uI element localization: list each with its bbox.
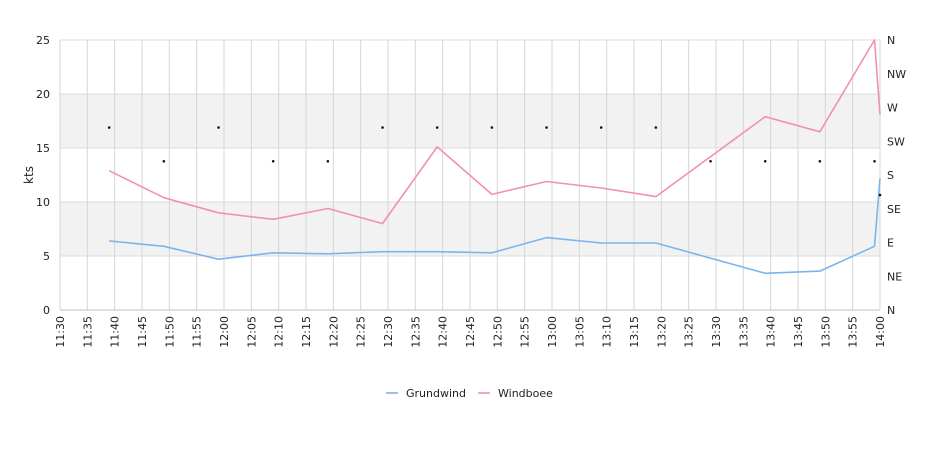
x-tick-label: 12:20 <box>327 316 340 348</box>
series-line-windboee <box>108 39 881 225</box>
y-tick-label: 15 <box>36 142 50 155</box>
x-tick-label: 13:00 <box>546 316 559 348</box>
y-tick-label: 10 <box>36 196 50 209</box>
x-tick-label: 11:55 <box>191 316 204 348</box>
x-tick-label: 13:15 <box>628 316 641 348</box>
x-tick-label: 11:45 <box>136 316 149 348</box>
direction-tick-label: N <box>887 34 895 47</box>
x-tick-label: 12:55 <box>519 316 532 348</box>
x-tick-label: 13:25 <box>683 316 696 348</box>
direction-tick-label: NE <box>887 270 902 283</box>
direction-tick-label: E <box>887 237 894 250</box>
legend-item-grundwind[interactable]: Grundwind <box>386 387 466 400</box>
y-tick-label: 5 <box>43 250 50 263</box>
y-tick-label: 20 <box>36 88 50 101</box>
series-layer <box>108 39 881 275</box>
y-tick-label: 0 <box>43 304 50 317</box>
x-tick-label: 12:15 <box>300 316 313 348</box>
direction-marker <box>763 159 767 163</box>
y-tick-label: 25 <box>36 34 50 47</box>
legend-label: Windboee <box>498 387 553 400</box>
y-axis-label: kts <box>22 166 36 184</box>
x-tick-label: 14:00 <box>874 316 887 348</box>
direction-tick-label: SE <box>887 203 901 216</box>
series-line-grundwind <box>109 178 881 275</box>
x-tick-label: 12:05 <box>245 316 258 348</box>
direction-marker <box>818 159 822 163</box>
direction-tick-label: N <box>887 304 895 317</box>
horizontal-gridlines <box>60 39 880 311</box>
direction-tick-label: S <box>887 169 894 182</box>
direction-tick-label: SW <box>887 135 905 148</box>
direction-marker <box>654 126 658 129</box>
direction-marker <box>107 126 111 129</box>
x-tick-label: 13:20 <box>655 316 668 348</box>
x-tick-label: 13:05 <box>573 316 586 348</box>
direction-marker <box>490 126 494 129</box>
y-axis-ticks: 0 5 10 15 20 25 <box>36 34 50 317</box>
direction-marker <box>878 193 882 197</box>
x-tick-label: 12:50 <box>491 316 504 348</box>
x-tick-label: 13:35 <box>737 316 750 348</box>
x-tick-label: 11:30 <box>54 316 67 348</box>
x-tick-label: 12:00 <box>218 316 231 348</box>
x-tick-label: 12:30 <box>382 316 395 348</box>
direction-marker <box>217 126 220 129</box>
legend: Grundwind Windboee <box>386 387 553 400</box>
x-tick-label: 13:45 <box>792 316 805 348</box>
direction-marker <box>381 126 384 129</box>
direction-tick-label: W <box>887 102 898 115</box>
vertical-gridlines <box>59 40 881 310</box>
direction-marker <box>435 126 439 129</box>
direction-tick-label: NW <box>887 68 906 81</box>
direction-marker <box>873 159 876 163</box>
direction-marker <box>271 159 275 163</box>
legend-label: Grundwind <box>406 387 466 400</box>
x-tick-label: 12:40 <box>437 316 450 348</box>
x-tick-label: 13:50 <box>819 316 832 348</box>
direction-marker <box>709 159 712 163</box>
x-tick-label: 13:55 <box>847 316 860 348</box>
x-tick-label: 13:30 <box>710 316 723 348</box>
x-tick-label: 12:45 <box>464 316 477 348</box>
x-tick-label: 11:50 <box>163 316 176 348</box>
direction-markers <box>107 126 882 197</box>
x-tick-label: 12:10 <box>273 316 286 348</box>
x-tick-label: 12:25 <box>355 316 368 348</box>
x-tick-label: 12:35 <box>409 316 422 348</box>
direction-axis-ticks: N NE E SE S SW W NW N <box>887 34 906 317</box>
direction-marker <box>326 159 330 163</box>
x-tick-label: 11:40 <box>109 316 122 348</box>
x-axis-ticks: 11:30 11:35 11:40 11:45 11:50 11:55 12:00 12:05… <box>54 316 887 348</box>
x-tick-label: 13:10 <box>601 316 614 348</box>
direction-marker <box>162 159 166 163</box>
x-tick-label: 13:40 <box>765 316 778 348</box>
x-tick-label: 11:35 <box>81 316 94 348</box>
legend-item-windboee[interactable]: Windboee <box>478 387 553 400</box>
direction-marker <box>545 126 548 129</box>
direction-marker <box>599 126 603 129</box>
